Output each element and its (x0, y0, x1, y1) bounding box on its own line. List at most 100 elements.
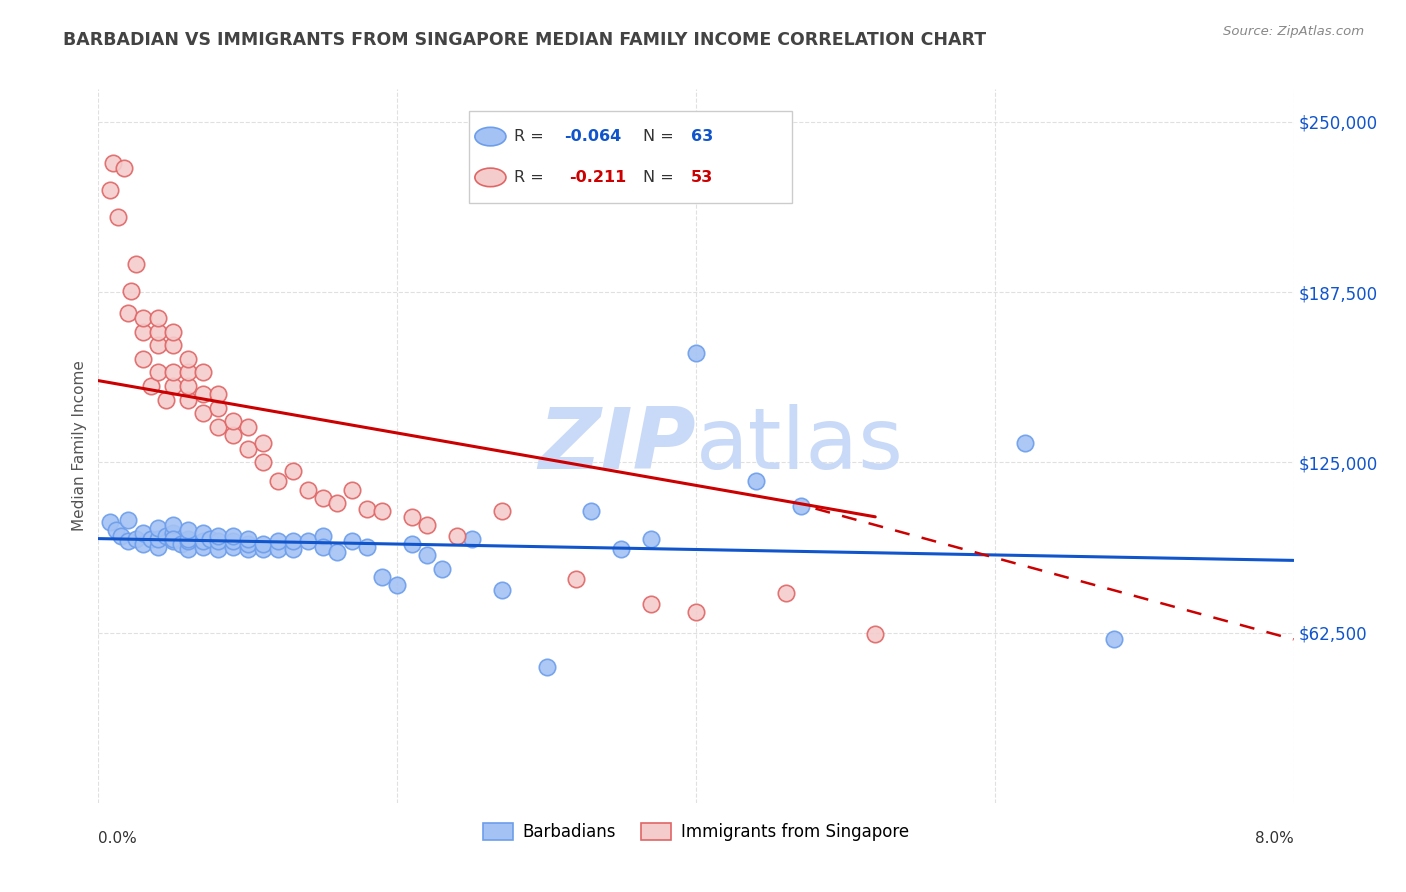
Point (207, 542, 229, 557)
Point (132, 325, 155, 339)
Point (117, 305, 139, 319)
Text: atlas: atlas (696, 404, 904, 488)
Point (222, 428, 245, 442)
Text: -0.211: -0.211 (569, 169, 627, 185)
Point (416, 518, 439, 533)
Point (326, 545, 349, 559)
Point (207, 401, 229, 415)
Point (162, 338, 184, 352)
Point (356, 540, 378, 554)
Point (148, 325, 170, 339)
Point (162, 325, 184, 339)
Point (401, 537, 423, 551)
Point (640, 597, 662, 611)
Point (162, 534, 184, 549)
FancyBboxPatch shape (470, 111, 792, 203)
Point (162, 366, 184, 380)
Point (610, 542, 633, 557)
Point (177, 366, 200, 380)
Point (222, 540, 245, 554)
Text: -0.064: -0.064 (565, 129, 621, 145)
Point (252, 455, 274, 469)
Point (236, 537, 259, 551)
Point (342, 483, 364, 497)
Point (565, 573, 588, 587)
Text: N =: N = (644, 169, 679, 185)
Text: BARBADIAN VS IMMIGRANTS FROM SINGAPORE MEDIAN FAMILY INCOME CORRELATION CHART: BARBADIAN VS IMMIGRANTS FROM SINGAPORE M… (63, 31, 987, 49)
Point (267, 542, 290, 557)
Point (148, 532, 170, 546)
Point (148, 521, 170, 535)
Point (177, 524, 200, 538)
Point (110, 529, 132, 543)
Point (385, 578, 409, 592)
Point (191, 387, 214, 401)
Point (326, 496, 349, 510)
Point (155, 392, 177, 407)
Point (865, 627, 887, 641)
Point (252, 436, 274, 450)
Point (162, 532, 184, 546)
Point (200, 532, 222, 546)
Point (207, 534, 229, 549)
Point (446, 529, 468, 543)
Point (169, 537, 191, 551)
Point (281, 534, 304, 549)
Point (132, 537, 155, 551)
Point (1104, 632, 1126, 647)
Point (117, 534, 139, 549)
Point (207, 529, 229, 543)
Circle shape (475, 128, 506, 146)
Point (236, 442, 259, 456)
Point (103, 155, 125, 169)
Point (297, 534, 319, 549)
Point (148, 540, 170, 554)
Point (162, 379, 184, 393)
Point (581, 504, 603, 518)
Point (105, 524, 128, 538)
Point (148, 366, 170, 380)
Point (177, 379, 200, 393)
Point (342, 534, 364, 549)
Point (177, 534, 200, 549)
Point (148, 338, 170, 352)
Point (430, 561, 453, 575)
Point (191, 366, 214, 380)
Point (401, 509, 423, 524)
Point (191, 526, 214, 541)
Y-axis label: Median Family Income: Median Family Income (72, 360, 87, 532)
Point (177, 351, 200, 366)
Point (297, 483, 319, 497)
Point (132, 526, 155, 541)
Point (177, 532, 200, 546)
Text: N =: N = (644, 129, 679, 145)
Point (139, 532, 162, 546)
Point (1014, 436, 1036, 450)
Point (132, 351, 155, 366)
Point (98, 515, 122, 529)
Text: ZIP: ZIP (538, 404, 696, 488)
Point (311, 540, 333, 554)
Point (107, 211, 129, 225)
Point (789, 499, 811, 513)
Circle shape (475, 168, 506, 186)
Point (177, 392, 200, 407)
Text: 53: 53 (692, 169, 713, 185)
Point (236, 532, 259, 546)
Point (281, 542, 304, 557)
Point (491, 504, 513, 518)
Point (191, 540, 214, 554)
Point (281, 463, 304, 477)
Text: Source: ZipAtlas.com: Source: ZipAtlas.com (1223, 25, 1364, 38)
Point (685, 346, 707, 360)
Point (112, 161, 135, 176)
Point (117, 512, 139, 526)
Point (311, 529, 333, 543)
Point (267, 534, 290, 549)
Point (207, 387, 229, 401)
Text: 8.0%: 8.0% (1254, 831, 1294, 847)
Point (191, 534, 214, 549)
Point (252, 542, 274, 557)
Point (98, 183, 122, 197)
Text: 63: 63 (692, 129, 713, 145)
